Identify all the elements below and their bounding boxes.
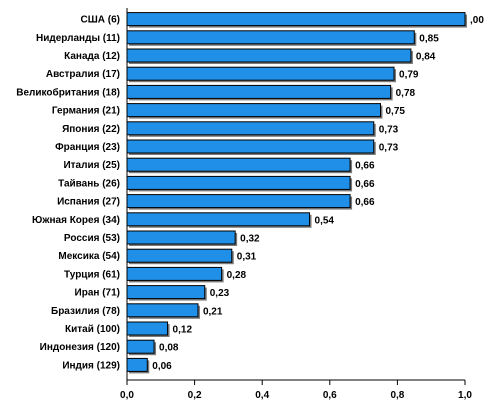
bar bbox=[126, 121, 375, 136]
value-label: 0,66 bbox=[355, 197, 375, 208]
category-label: Индонезия (120) bbox=[40, 342, 120, 353]
value-label: 0,73 bbox=[379, 143, 399, 154]
value-label: 0,79 bbox=[399, 70, 419, 81]
bar bbox=[126, 12, 466, 27]
category-label: Индия (129) bbox=[62, 360, 120, 371]
value-label: 0,32 bbox=[240, 234, 260, 245]
category-label: Мексика (54) bbox=[58, 251, 120, 262]
bar bbox=[126, 84, 392, 99]
bar bbox=[126, 339, 155, 354]
x-tick-label: 1,0 bbox=[458, 390, 472, 401]
bar bbox=[126, 230, 236, 245]
bar bbox=[126, 139, 375, 154]
value-label: 0,78 bbox=[396, 88, 416, 99]
bar bbox=[126, 212, 311, 227]
value-label: 0,12 bbox=[173, 325, 193, 336]
value-labels: ,00 0,85 0,84 0,79 0,78 0,75 0,73 0,73 0,66 0,66 0… bbox=[152, 15, 484, 372]
x-tick-label: 0,6 bbox=[323, 390, 337, 401]
bar bbox=[126, 66, 395, 81]
category-label: Франция (23) bbox=[55, 142, 120, 153]
bar bbox=[126, 48, 412, 63]
category-label: Канада (12) bbox=[64, 51, 120, 62]
bar bbox=[126, 103, 381, 118]
bar bbox=[126, 357, 148, 372]
category-label: США (6) bbox=[81, 15, 121, 26]
category-labels: США (6) Нидерланды (11) Канада (12) Австрал… bbox=[16, 15, 120, 372]
value-label: 0,66 bbox=[355, 161, 375, 172]
category-label: Германия (21) bbox=[52, 106, 120, 117]
value-label: 0,54 bbox=[315, 215, 335, 226]
category-label: Россия (53) bbox=[64, 233, 120, 244]
bar bbox=[126, 321, 169, 336]
category-label: Китай (100) bbox=[65, 324, 120, 335]
x-tick-label: 0,2 bbox=[188, 390, 202, 401]
category-label: Нидерланды (11) bbox=[36, 33, 120, 44]
bar bbox=[126, 303, 199, 318]
x-tick-label: 0,4 bbox=[255, 390, 269, 401]
value-label: 0,23 bbox=[210, 288, 230, 299]
category-label: Австралия (17) bbox=[46, 69, 120, 80]
category-label: Великобритания (18) bbox=[16, 86, 120, 98]
bar bbox=[126, 248, 233, 263]
value-label: 0,66 bbox=[355, 179, 375, 190]
bar bbox=[126, 194, 351, 209]
category-label: Италия (25) bbox=[63, 160, 120, 171]
value-label: 0,75 bbox=[386, 106, 406, 117]
bar bbox=[126, 285, 206, 300]
value-label: 0,21 bbox=[203, 306, 223, 317]
value-label: 0,28 bbox=[227, 270, 247, 281]
value-label: 0,06 bbox=[152, 361, 172, 372]
value-label: ,00 bbox=[470, 15, 484, 26]
value-label: 0,08 bbox=[159, 343, 179, 354]
value-label: 0,73 bbox=[379, 124, 399, 135]
category-label: Тайвань (26) bbox=[58, 178, 120, 189]
category-label: Иран (71) bbox=[75, 288, 120, 299]
category-label: Япония (22) bbox=[62, 124, 120, 135]
value-label: 0,31 bbox=[237, 252, 257, 263]
x-tick-label: 0,0 bbox=[120, 390, 134, 401]
x-tick-label: 0,8 bbox=[390, 390, 404, 401]
bars-group bbox=[126, 12, 467, 374]
value-label: 0,84 bbox=[416, 52, 436, 63]
category-label: Южная Корея (34) bbox=[32, 215, 120, 226]
category-label: Бразилия (78) bbox=[51, 306, 120, 317]
category-label: Турция (61) bbox=[64, 269, 120, 280]
bar bbox=[126, 266, 223, 281]
value-label: 0,85 bbox=[419, 33, 439, 44]
category-label: Испания (27) bbox=[57, 197, 120, 208]
x-axis: 0,0 0,2 0,4 0,6 0,8 1,0 bbox=[120, 8, 472, 401]
bar bbox=[126, 175, 351, 190]
bar bbox=[126, 157, 351, 172]
bar bbox=[126, 30, 415, 45]
